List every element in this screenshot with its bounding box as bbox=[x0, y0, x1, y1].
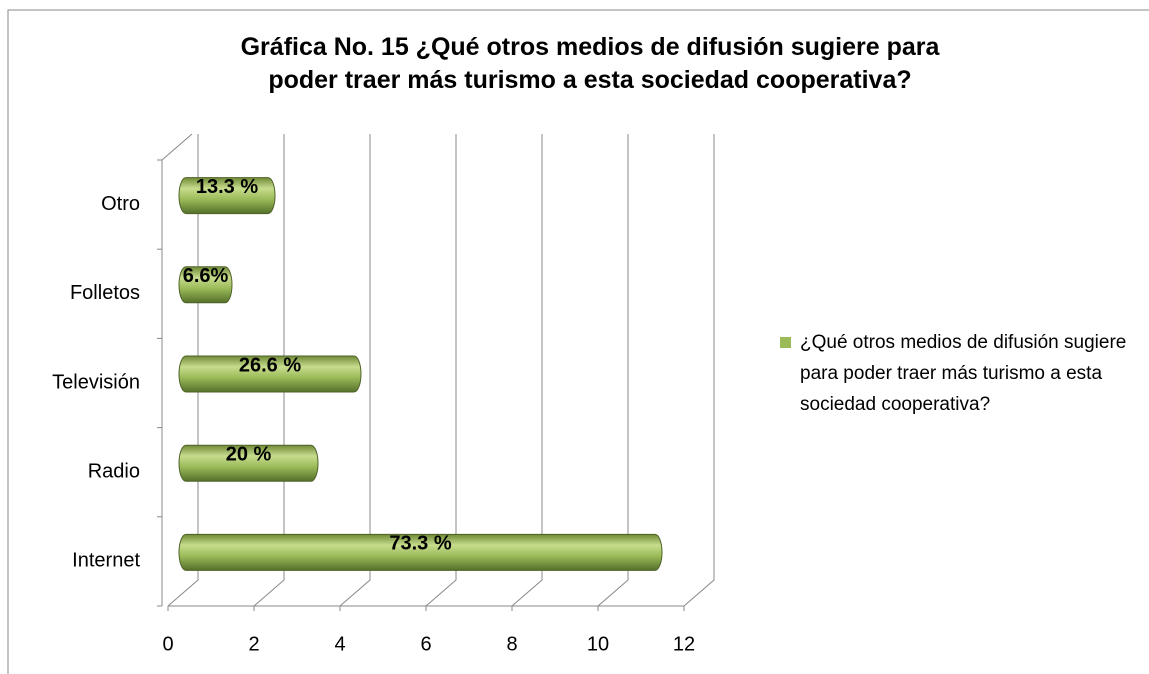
grid-line bbox=[253, 134, 285, 607]
bar bbox=[178, 444, 319, 482]
chart-title: poder traer más turismo a esta sociedad … bbox=[268, 66, 912, 94]
x-tick-label: 6 bbox=[420, 633, 431, 655]
bar bbox=[178, 266, 233, 304]
data-label: 26.6 % bbox=[239, 354, 301, 376]
grid-line bbox=[683, 134, 715, 607]
x-tick-label: 0 bbox=[162, 633, 173, 655]
grid-line bbox=[597, 134, 629, 607]
data-label: 73.3 % bbox=[389, 533, 451, 555]
bar bbox=[178, 355, 362, 393]
legend-text: ¿Qué otros medios de difusión sugiere pa… bbox=[800, 332, 1127, 415]
frame bbox=[7, 9, 1149, 674]
data-label: 20 % bbox=[226, 443, 272, 465]
chart-title: Gráfica No. 15 ¿Qué otros medios de difu… bbox=[240, 33, 940, 61]
x-tick-label: 10 bbox=[587, 633, 609, 655]
grid-line bbox=[339, 134, 371, 607]
legend-swatch bbox=[780, 337, 791, 348]
y-tick-label: Folletos bbox=[70, 282, 140, 304]
bar bbox=[178, 533, 663, 571]
bar bbox=[178, 177, 276, 215]
y-tick-label: Otro bbox=[101, 193, 140, 215]
x-tick-label: 4 bbox=[334, 633, 345, 655]
grid-line bbox=[425, 134, 457, 607]
grid-line bbox=[511, 134, 543, 607]
x-tick-label: 12 bbox=[673, 633, 695, 655]
x-tick-label: 8 bbox=[506, 633, 517, 655]
data-label: 13.3 % bbox=[196, 176, 258, 198]
data-label: 6.6% bbox=[183, 265, 229, 287]
y-tick-label: Radio bbox=[88, 460, 140, 482]
y-tick-label: Televisión bbox=[52, 371, 140, 393]
y-tick-label: Internet bbox=[72, 550, 140, 572]
x-tick-label: 2 bbox=[248, 633, 259, 655]
